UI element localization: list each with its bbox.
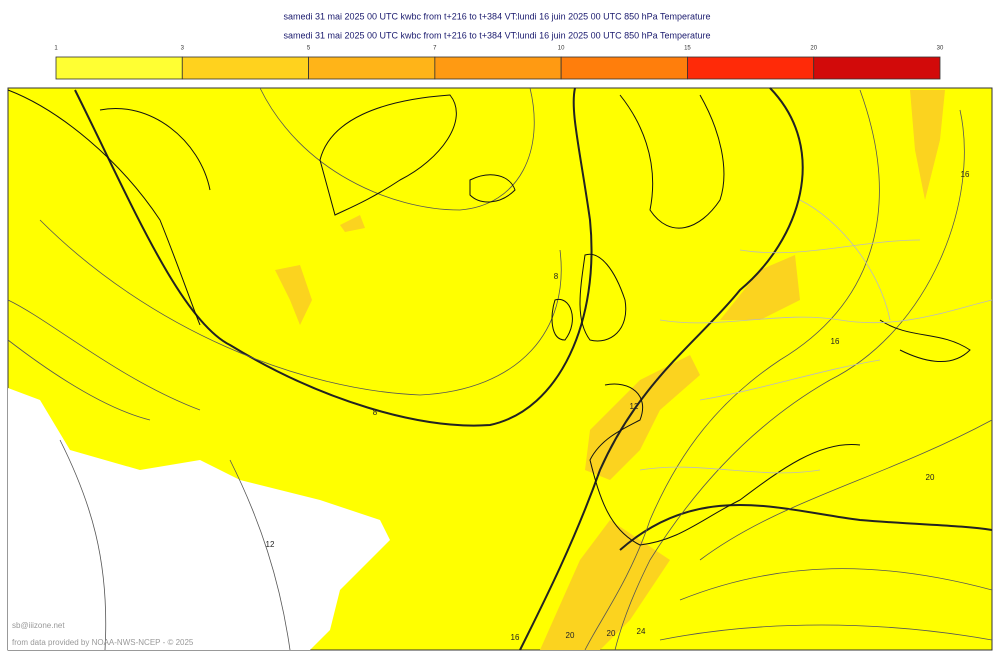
isotherm bbox=[619, 504, 993, 551]
isotherm bbox=[7, 299, 201, 421]
coastline bbox=[469, 174, 516, 203]
contour-label: 16 bbox=[831, 337, 840, 346]
contour-labels: 8 8 12 12 16 16 20 16 20 20 24 bbox=[266, 170, 970, 642]
contour-label: 20 bbox=[566, 631, 575, 640]
isotherm bbox=[519, 87, 804, 651]
colorbar-tick-label: 7 bbox=[433, 46, 437, 52]
warm-area bbox=[275, 265, 312, 325]
header-line: samedi 31 mai 2025 00 UTC kwbc from t+21… bbox=[283, 30, 710, 40]
contour-label: 16 bbox=[511, 633, 520, 642]
warm-area bbox=[585, 355, 700, 480]
warm-area bbox=[340, 215, 365, 232]
contour-label: 8 bbox=[554, 272, 559, 281]
colorbar-tick-label: 15 bbox=[684, 46, 691, 52]
coastline bbox=[7, 89, 211, 326]
warm-area bbox=[720, 255, 800, 320]
contour-label: 24 bbox=[637, 627, 646, 636]
isotherm bbox=[659, 419, 993, 641]
colorbar-box bbox=[308, 56, 436, 80]
coastline bbox=[589, 383, 861, 546]
isotherm bbox=[584, 89, 880, 651]
contour-label: 20 bbox=[607, 629, 616, 638]
source: from data provided by NOAA-NWS-NCEP - © … bbox=[12, 638, 194, 647]
coastline bbox=[879, 319, 971, 363]
colorbar-box bbox=[181, 56, 309, 80]
contour-label: 8 bbox=[373, 408, 378, 417]
coastline bbox=[619, 94, 725, 229]
credit: sb@iiizone.net bbox=[12, 621, 65, 630]
map bbox=[7, 87, 993, 651]
header-line: samedi 31 mai 2025 00 UTC kwbc from t+21… bbox=[283, 11, 710, 21]
border bbox=[639, 199, 993, 474]
warm-area bbox=[910, 90, 945, 200]
colorbar-box bbox=[813, 56, 941, 80]
isotherm bbox=[39, 219, 562, 396]
isotherm bbox=[74, 87, 593, 427]
colorbar: 1 3 5 7 10 15 20 30 bbox=[54, 46, 944, 80]
colorbar-box bbox=[687, 56, 815, 80]
contour-label: 20 bbox=[926, 473, 935, 482]
colorbar-box bbox=[55, 56, 183, 80]
isotherm bbox=[59, 439, 291, 651]
contour-label: 12 bbox=[266, 540, 275, 549]
colorbar-box bbox=[560, 56, 688, 80]
missing-data bbox=[8, 388, 390, 650]
colorbar-tick-label: 10 bbox=[558, 46, 565, 52]
isotherm bbox=[259, 87, 535, 211]
colorbar-tick-label: 3 bbox=[181, 46, 185, 52]
contour-label: 12 bbox=[630, 402, 639, 411]
colorbar-tick-label: 30 bbox=[937, 46, 944, 52]
colorbar-tick-label: 20 bbox=[810, 46, 817, 52]
isotherm bbox=[614, 109, 965, 651]
contour-label: 16 bbox=[961, 170, 970, 179]
coastline bbox=[551, 253, 627, 342]
colorbar-tick-label: 5 bbox=[307, 46, 311, 52]
coastline bbox=[319, 94, 457, 216]
colorbar-box bbox=[434, 56, 562, 80]
colorbar-tick-label: 1 bbox=[54, 46, 58, 52]
